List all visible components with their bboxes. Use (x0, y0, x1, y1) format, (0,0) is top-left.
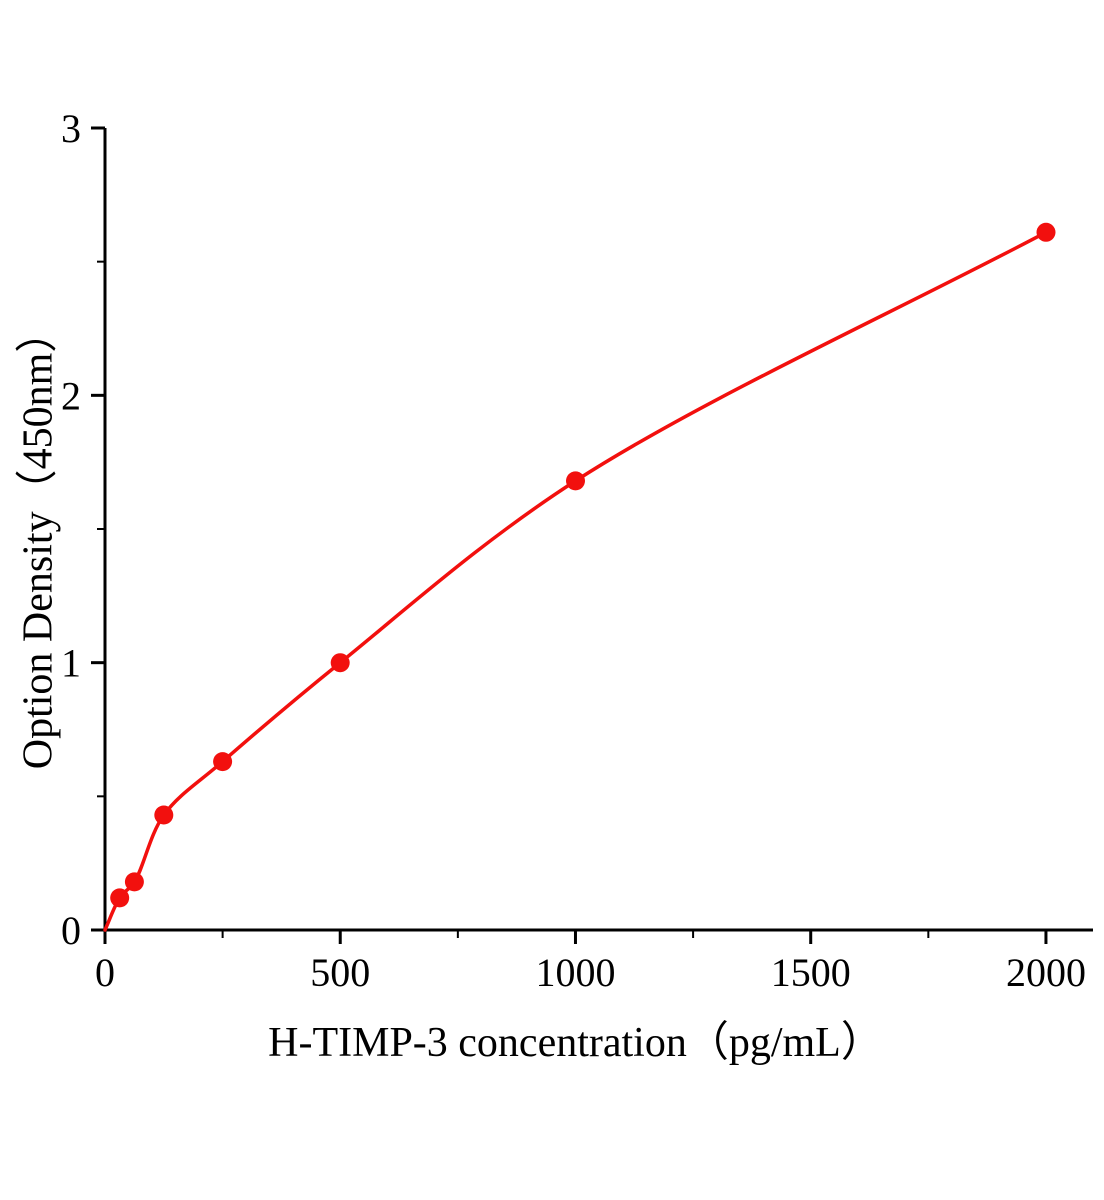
y-tick-label: 3 (61, 106, 81, 151)
x-tick-label: 500 (310, 950, 370, 995)
data-point (154, 805, 174, 825)
fit-curve (103, 230, 1048, 932)
y-tick-label: 0 (61, 908, 81, 953)
x-tick-label: 1500 (771, 950, 851, 995)
y-axis-title: Option Density（450nm） (15, 310, 62, 770)
data-point (110, 888, 130, 908)
x-tick-label: 1000 (535, 950, 615, 995)
data-point (566, 471, 585, 491)
x-tick-label: 0 (95, 950, 115, 995)
y-tick-label: 2 (61, 373, 81, 418)
data-point (330, 653, 350, 673)
x-axis-title: H-TIMP-3 concentration（pg/mL） (268, 1020, 883, 1066)
x-tick-label: 2000 (1006, 950, 1086, 995)
data-point (124, 872, 144, 892)
data-point (1036, 222, 1056, 242)
y-tick-label: 1 (61, 641, 81, 686)
data-point (213, 752, 233, 772)
